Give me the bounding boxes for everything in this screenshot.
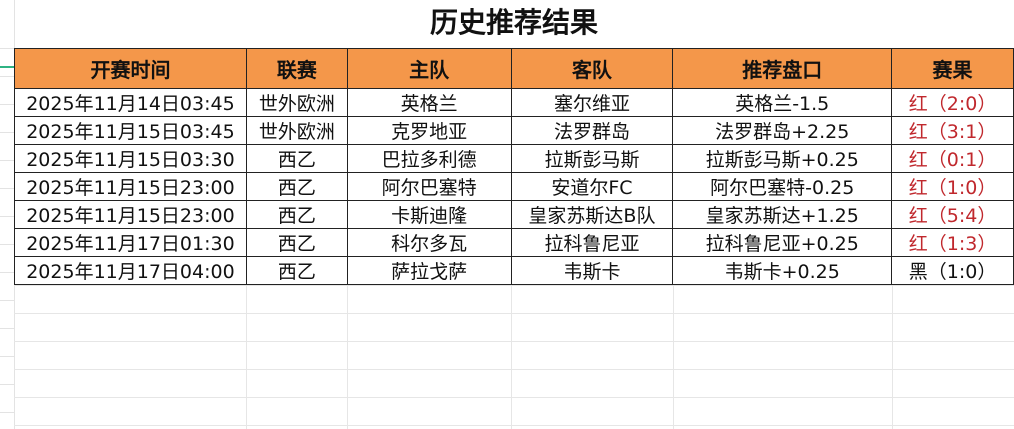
cell-kickoff-time[interactable]: 2025年11月15日23:00 (14, 172, 247, 201)
cell-away-team[interactable]: 拉斯彭马斯 (510, 144, 674, 173)
gutter-line (0, 188, 14, 189)
cell-away-team[interactable]: 皇家苏斯达B队 (510, 200, 674, 229)
cell-recommended-handicap[interactable]: 韦斯卡+0.25 (672, 256, 893, 285)
cell-league[interactable]: 西乙 (245, 256, 348, 285)
cell-kickoff-time[interactable]: 2025年11月14日03:45 (14, 88, 247, 117)
gutter-line (0, 132, 14, 133)
cell-league[interactable]: 西乙 (245, 200, 348, 229)
cell-result[interactable]: 红（5:4） (891, 200, 1014, 229)
gutter-line (0, 104, 14, 105)
gutter-line (0, 48, 14, 49)
cell-home-team[interactable]: 英格兰 (346, 88, 512, 117)
gutter-line (0, 356, 14, 357)
cell-recommended-handicap[interactable]: 拉科鲁尼亚+0.25 (672, 228, 893, 257)
cell-recommended-handicap[interactable]: 皇家苏斯达+1.25 (672, 200, 893, 229)
header-result[interactable]: 赛果 (891, 48, 1014, 89)
selection-indicator (0, 66, 14, 68)
cell-home-team[interactable]: 克罗地亚 (346, 116, 512, 145)
cell-recommended-handicap[interactable]: 英格兰-1.5 (672, 88, 893, 117)
grid-line (892, 285, 893, 429)
empty-grid[interactable] (14, 285, 1014, 429)
cell-league[interactable]: 世外欧洲 (245, 116, 348, 145)
cell-away-team[interactable]: 法罗群岛 (510, 116, 674, 145)
cell-home-team[interactable]: 巴拉多利德 (346, 144, 512, 173)
cell-result[interactable]: 红（3:1） (891, 116, 1014, 145)
gutter-line (0, 412, 14, 413)
cell-away-team[interactable]: 塞尔维亚 (510, 88, 674, 117)
gutter-line (0, 328, 14, 329)
cell-home-team[interactable]: 卡斯迪隆 (346, 200, 512, 229)
table-row: 2025年11月17日01:30 西乙 科尔多瓦 拉科鲁尼亚 拉科鲁尼亚+0.25 红（1… (14, 228, 1014, 257)
header-row: 开赛时间 联赛 主队 客队 推荐盘口 赛果 (14, 48, 1014, 89)
gutter-line (0, 216, 14, 217)
cell-result[interactable]: 黑（1:0） (891, 256, 1014, 285)
cell-recommended-handicap[interactable]: 阿尔巴塞特-0.25 (672, 172, 893, 201)
cell-away-team[interactable]: 安道尔FC (510, 172, 674, 201)
cell-recommended-handicap[interactable]: 拉斯彭马斯+0.25 (672, 144, 893, 173)
cell-recommended-handicap[interactable]: 法罗群岛+2.25 (672, 116, 893, 145)
header-league[interactable]: 联赛 (245, 48, 348, 89)
cell-away-team[interactable]: 拉科鲁尼亚 (510, 228, 674, 257)
sheet-title: 历史推荐结果 (429, 6, 598, 39)
cell-kickoff-time[interactable]: 2025年11月17日01:30 (14, 228, 247, 257)
grid-line (347, 285, 348, 429)
table-row: 2025年11月14日03:45 世外欧洲 英格兰 塞尔维亚 英格兰-1.5 红（2:0） (14, 88, 1014, 117)
cell-kickoff-time[interactable]: 2025年11月15日23:00 (14, 200, 247, 229)
cell-home-team[interactable]: 萨拉戈萨 (346, 256, 512, 285)
cell-result[interactable]: 红（2:0） (891, 88, 1014, 117)
cell-home-team[interactable]: 科尔多瓦 (346, 228, 512, 257)
cell-kickoff-time[interactable]: 2025年11月17日04:00 (14, 256, 247, 285)
header-away-team[interactable]: 客队 (510, 48, 674, 89)
cell-league[interactable]: 西乙 (245, 144, 348, 173)
table-row: 2025年11月15日23:00 西乙 卡斯迪隆 皇家苏斯达B队 皇家苏斯达+1.25 红… (14, 200, 1014, 229)
header-kickoff-time[interactable]: 开赛时间 (14, 48, 247, 89)
cell-league[interactable]: 世外欧洲 (245, 88, 348, 117)
cell-kickoff-time[interactable]: 2025年11月15日03:45 (14, 116, 247, 145)
cell-league[interactable]: 西乙 (245, 172, 348, 201)
gutter-line (0, 160, 14, 161)
row-gutter[interactable] (0, 0, 15, 429)
header-home-team[interactable]: 主队 (346, 48, 512, 89)
table-row: 2025年11月17日04:00 西乙 萨拉戈萨 韦斯卡 韦斯卡+0.25 黑（1:0） (14, 256, 1014, 285)
grid-line (511, 285, 512, 429)
header-recommended-handicap[interactable]: 推荐盘口 (672, 48, 893, 89)
table-row: 2025年11月15日03:45 世外欧洲 克罗地亚 法罗群岛 法罗群岛+2.25 红（3… (14, 116, 1014, 145)
gutter-line (0, 76, 14, 77)
table-row: 2025年11月15日03:30 西乙 巴拉多利德 拉斯彭马斯 拉斯彭马斯+0.25 红（… (14, 144, 1014, 173)
gutter-line (0, 384, 14, 385)
cell-kickoff-time[interactable]: 2025年11月15日03:30 (14, 144, 247, 173)
cell-result[interactable]: 红（1:0） (891, 172, 1014, 201)
gutter-line (0, 272, 14, 273)
cell-result[interactable]: 红（0:1） (891, 144, 1014, 173)
cell-away-team[interactable]: 韦斯卡 (510, 256, 674, 285)
gutter-line (0, 244, 14, 245)
gutter-line (0, 300, 14, 301)
cell-home-team[interactable]: 阿尔巴塞特 (346, 172, 512, 201)
table-row: 2025年11月15日23:00 西乙 阿尔巴塞特 安道尔FC 阿尔巴塞特-0.25 红（… (14, 172, 1014, 201)
grid-line (246, 285, 247, 429)
cell-league[interactable]: 西乙 (245, 228, 348, 257)
cell-result[interactable]: 红（1:3） (891, 228, 1014, 257)
grid-line (673, 285, 674, 429)
results-table: 开赛时间 联赛 主队 客队 推荐盘口 赛果 2025年11月14日03:45 世外… (14, 48, 1014, 285)
